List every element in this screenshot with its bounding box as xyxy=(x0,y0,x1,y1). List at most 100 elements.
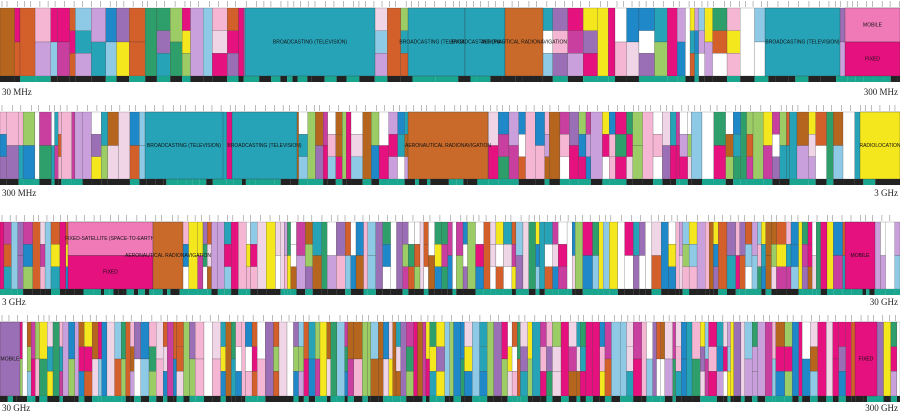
allocation-block xyxy=(609,111,616,135)
allocation-block xyxy=(425,321,430,360)
service-strip xyxy=(91,179,102,185)
service-strip xyxy=(138,289,145,295)
service-strip xyxy=(243,76,260,82)
allocation-block xyxy=(890,321,898,347)
allocation-block xyxy=(679,156,688,180)
allocation-block xyxy=(275,221,281,256)
allocation-block xyxy=(580,371,587,397)
allocation-block xyxy=(592,221,600,256)
allocation-block xyxy=(807,244,813,267)
service-strip xyxy=(874,289,881,295)
service-strip xyxy=(367,289,376,295)
allocation-block xyxy=(535,221,540,245)
service-strip xyxy=(761,289,766,295)
allocation-block xyxy=(726,221,736,256)
allocation-block xyxy=(428,255,435,290)
service-strip xyxy=(867,396,876,402)
allocation-block xyxy=(78,346,85,372)
service-strip xyxy=(404,179,416,185)
band-block xyxy=(67,221,154,256)
service-strip xyxy=(611,396,621,402)
service-strip xyxy=(796,179,809,185)
allocation-block xyxy=(488,111,499,146)
allocation-block xyxy=(305,221,313,245)
allocation-block xyxy=(145,7,158,77)
allocation-block xyxy=(785,244,792,267)
allocation-block xyxy=(765,221,772,256)
service-strip xyxy=(535,179,545,185)
service-strip xyxy=(869,289,875,295)
allocation-block xyxy=(388,358,393,397)
service-strip xyxy=(740,76,755,82)
service-strip xyxy=(784,396,793,402)
service-strip xyxy=(250,289,258,295)
allocation-block xyxy=(559,111,570,135)
allocation-block xyxy=(726,53,741,77)
service-strip xyxy=(463,179,468,185)
allocation-block xyxy=(518,156,526,180)
service-strip xyxy=(740,179,747,185)
service-strip xyxy=(362,179,372,185)
allocation-block xyxy=(664,321,673,360)
allocation-block xyxy=(182,53,191,77)
service-strip xyxy=(246,289,251,295)
allocation-block xyxy=(624,255,634,290)
band-block xyxy=(844,7,900,43)
service-strip xyxy=(708,396,717,402)
allocation-block xyxy=(69,53,76,77)
service-strip xyxy=(388,396,393,402)
service-strip xyxy=(271,76,281,82)
allocation-block xyxy=(709,221,714,290)
service-strip xyxy=(57,76,70,82)
allocation-block xyxy=(752,111,764,180)
allocation-block xyxy=(134,321,141,360)
allocation-block xyxy=(315,321,321,360)
service-strip xyxy=(448,179,457,185)
service-strip xyxy=(402,289,409,295)
service-strip xyxy=(511,289,516,295)
allocation-block xyxy=(105,41,117,77)
allocation-block xyxy=(558,244,568,267)
allocation-block xyxy=(668,266,677,290)
allocation-block xyxy=(278,321,288,397)
allocation-block xyxy=(608,7,616,77)
allocation-block xyxy=(273,371,280,397)
service-strip xyxy=(114,396,122,402)
allocation-block xyxy=(250,244,258,267)
allocation-block xyxy=(569,111,579,146)
service-strip xyxy=(126,289,134,295)
allocation-block xyxy=(22,321,28,397)
allocation-block xyxy=(687,134,692,157)
band-block xyxy=(67,255,154,290)
allocation-block xyxy=(786,111,790,146)
allocation-block xyxy=(298,321,304,347)
allocation-block xyxy=(752,346,758,372)
allocation-block xyxy=(0,134,7,157)
service-strip xyxy=(287,396,294,402)
service-strip xyxy=(802,289,808,295)
service-strip xyxy=(212,76,228,82)
service-strip xyxy=(582,289,593,295)
allocation-block xyxy=(408,244,415,267)
allocation-block xyxy=(677,7,686,43)
allocation-block xyxy=(26,321,32,347)
service-strip xyxy=(390,289,397,295)
allocation-block xyxy=(296,221,306,256)
service-strip xyxy=(670,179,677,185)
band-block xyxy=(844,41,900,77)
allocation-block xyxy=(305,244,313,267)
allocation-block xyxy=(489,221,497,245)
allocation-block xyxy=(691,358,701,397)
allocation-block xyxy=(319,321,327,397)
service-strip xyxy=(163,179,167,185)
service-strip xyxy=(146,179,156,185)
allocation-block xyxy=(568,321,577,347)
service-strip xyxy=(585,396,593,402)
allocation-block xyxy=(156,7,171,31)
allocation-block xyxy=(156,53,171,77)
allocation-block xyxy=(107,111,119,146)
allocation-block xyxy=(419,221,425,290)
band-label: MOBILE xyxy=(1,356,21,362)
band-block xyxy=(859,111,900,180)
service-strip xyxy=(323,179,328,185)
